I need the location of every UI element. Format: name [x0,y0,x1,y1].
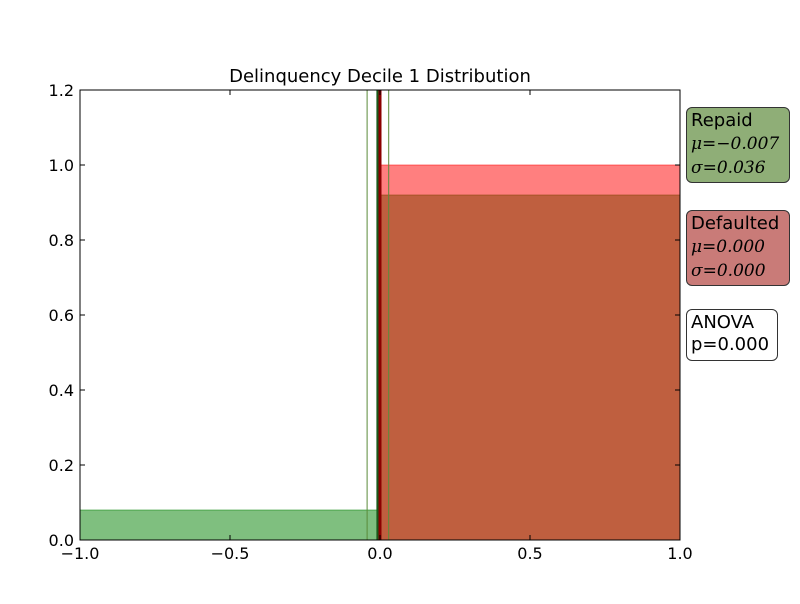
y-tick-label-0: 0.0 [49,531,74,550]
repaid-stats-title: Repaid [691,110,753,131]
y-tick-label-1: 0.2 [49,456,74,475]
y-tick-label-3: 0.6 [49,306,74,325]
anova-box: ANOVA p=0.000 [686,309,778,361]
x-tick-label-1: −0.5 [211,544,250,563]
y-tick-label-4: 0.8 [49,231,74,250]
repaid-std: σ=0.036 [691,158,766,178]
anova-label: ANOVA [691,312,755,333]
chart-title: Delinquency Decile 1 Distribution [229,66,531,87]
x-tick-label-0: −1.0 [61,544,100,563]
y-tick-label-5: 1.0 [49,156,74,175]
defaulted-stats-box: Defaulted μ=0.000 σ=0.000 [686,210,790,286]
anova-pvalue: p=0.000 [691,334,770,355]
bar-defaulted-0 [379,164,681,541]
x-tick-label-2: 0.0 [367,544,392,563]
defaulted-mean: μ=0.000 [691,237,765,257]
y-tick-label-6: 1.2 [49,81,74,100]
repaid-stats-box: Repaid μ=−0.007 σ=0.036 [686,107,790,183]
defaulted-std: σ=0.000 [691,261,766,281]
repaid-mean: μ=−0.007 [691,134,780,154]
defaulted-stats-title: Defaulted [691,213,780,234]
y-tick-label-2: 0.4 [49,381,74,400]
x-tick-label-3: 0.5 [517,544,542,563]
x-tick-label-4: 1.0 [667,544,692,563]
